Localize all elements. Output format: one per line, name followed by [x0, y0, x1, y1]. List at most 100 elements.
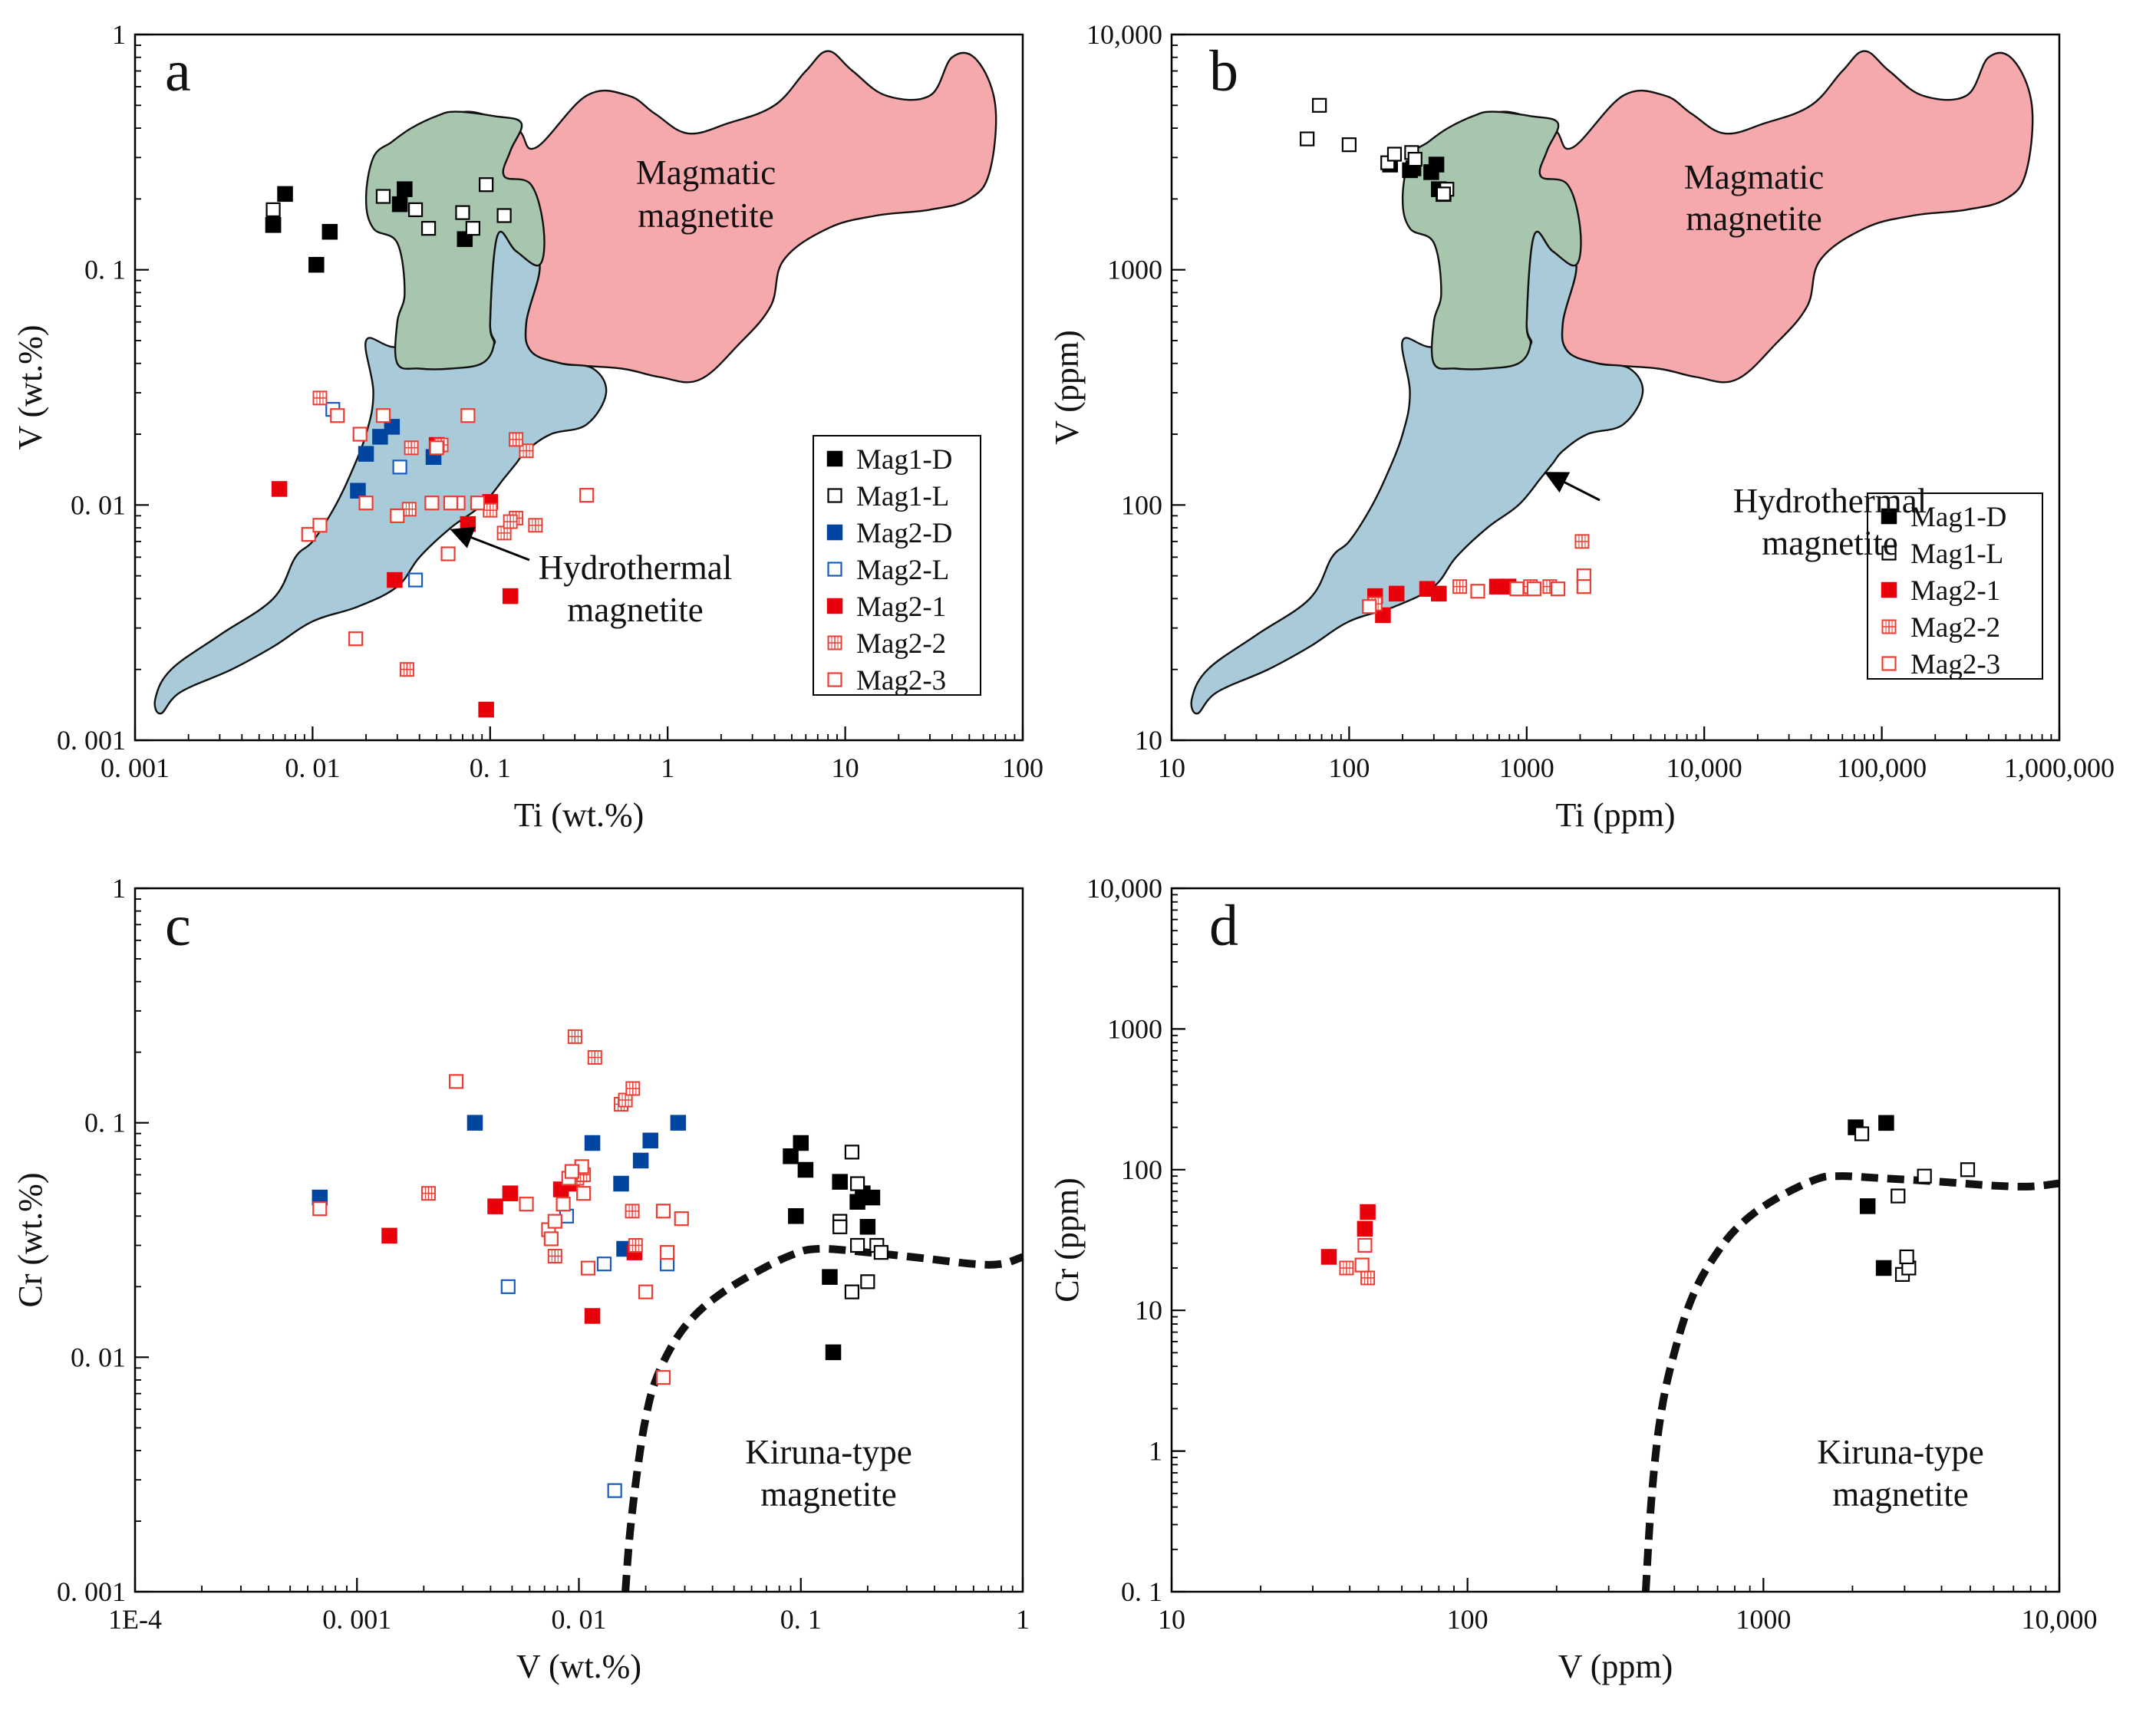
x-tick-label: 0. 01	[552, 1604, 607, 1635]
data-point-mag1-d	[308, 256, 325, 273]
x-tick-label: 0. 001	[101, 753, 170, 783]
legend-marker	[827, 672, 842, 687]
y-tick-label: 10	[1135, 1295, 1162, 1326]
data-point-mag1-d	[793, 1135, 809, 1151]
panel-d: 10 100 1000 10,000 0. 1 1 10 100 1000 10,000 V (pp…	[1048, 873, 2098, 1685]
legend-marker	[1881, 619, 1897, 634]
x-tick-label: 1	[661, 753, 674, 783]
legend-marker	[826, 524, 843, 541]
data-point-mag2-l	[607, 1483, 622, 1498]
data-point-mag1-l	[1312, 97, 1327, 113]
data-point-mag2-3	[358, 496, 374, 511]
plot-frame	[134, 33, 1024, 742]
x-axis-title: V (ppm)	[1558, 1648, 1673, 1685]
annotation-text: Hydrothermal	[539, 548, 732, 587]
data-point-mag1-d	[797, 1161, 814, 1178]
y-tick-label: 1000	[1107, 1013, 1162, 1044]
data-point-mag1-l	[1899, 1249, 1914, 1265]
data-point-mag2-3	[1576, 579, 1591, 595]
data-point-mag2-1	[1357, 1220, 1373, 1237]
data-point-mag2-3	[555, 1197, 571, 1212]
data-point-mag2-3	[1526, 581, 1541, 597]
annotation-text: Kiruna-type	[1817, 1433, 1983, 1471]
data-point-mag2-1	[502, 588, 519, 604]
legend-marker	[1881, 581, 1897, 598]
kiruna-boundary-curve	[1641, 1172, 2060, 1592]
x-tick-label: 1000	[1736, 1604, 1791, 1635]
data-point-mag1-d	[788, 1208, 804, 1224]
y-axis-title: V (ppm)	[1048, 330, 1086, 445]
data-point-mag2-2	[399, 662, 414, 677]
data-point-mag2-2	[420, 1186, 436, 1201]
data-point-mag2-3	[580, 1260, 596, 1276]
data-point-mag2-3	[1354, 1257, 1370, 1273]
data-point-mag2-3	[576, 1186, 592, 1201]
data-point-mag1-l	[860, 1274, 875, 1289]
data-point-mag2-1	[387, 571, 403, 588]
data-point-mag2-1	[381, 1227, 397, 1244]
legend-marker	[1881, 656, 1897, 671]
x-tick-label: 10,000	[2022, 1604, 2098, 1635]
x-tick-label: 0. 1	[780, 1604, 822, 1635]
data-point-mag1-d	[1859, 1198, 1876, 1214]
data-point-mag2-3	[443, 496, 459, 511]
data-point-mag2-3	[547, 1214, 562, 1229]
data-point-mag2-3	[390, 508, 405, 523]
data-point-mag1-l	[832, 1219, 848, 1234]
plot-frame	[1170, 33, 2061, 742]
kiruna-boundary-curve	[621, 1244, 1024, 1592]
x-axis-title: Ti (wt.%)	[514, 796, 644, 834]
data-point-mag1-l	[496, 208, 512, 223]
legend: Mag1-D Mag1-L Mag2-D Mag2-L Mag2-1 Mag2-2 Mag2…	[813, 435, 981, 697]
data-point-mag2-3	[1550, 581, 1566, 597]
data-point-mag2-3	[348, 631, 364, 647]
legend-entry: Mag2-3	[856, 665, 946, 697]
y-tick-label: 0. 1	[84, 1108, 126, 1138]
legend-entry: Mag2-D	[856, 518, 952, 549]
data-point-mag1-l	[849, 1176, 865, 1191]
x-tick-label: 10	[1158, 753, 1185, 783]
data-point-mag2-3	[579, 488, 595, 503]
data-point-mag2-2	[547, 1248, 562, 1263]
annotation-text: Kiruna-type	[745, 1433, 912, 1471]
y-tick-label: 10	[1135, 725, 1162, 756]
data-point-mag2-3	[460, 408, 476, 423]
data-point-mag2-d	[384, 419, 401, 435]
y-tick-label: 1000	[1107, 255, 1162, 285]
data-point-mag2-l	[500, 1279, 516, 1294]
y-tick-label: 0. 001	[57, 725, 126, 756]
data-point-mag2-2	[312, 390, 328, 406]
data-point-mag2-d	[372, 429, 388, 445]
data-point-mag2-2	[625, 1081, 641, 1096]
data-point-mag2-1	[502, 1185, 519, 1201]
legend-entry: Mag2-L	[856, 555, 949, 586]
y-axis-title: Cr (ppm)	[1048, 1177, 1086, 1303]
y-axis-title: Cr (wt.%)	[12, 1173, 49, 1308]
data-point-mag2-d	[358, 446, 374, 462]
data-point-mag2-3	[1362, 599, 1377, 614]
annotation-arrow	[1544, 472, 1601, 502]
annotation-text: magnetite	[567, 591, 703, 629]
legend-marker	[827, 562, 842, 577]
data-point-mag2-3	[440, 546, 456, 562]
y-tick-label: 10,000	[1086, 19, 1162, 50]
legend-entry: Mag1-D	[1910, 502, 2006, 533]
data-point-mag2-2	[483, 502, 498, 518]
y-tick-label: 100	[1121, 489, 1162, 520]
region-label-magmatic: Magmatic	[1684, 158, 1824, 196]
data-point-mag1-d	[265, 217, 282, 233]
data-point-mag1-l	[375, 189, 391, 204]
data-point-mag1-d	[277, 186, 293, 203]
data-point-mag2-3	[1470, 584, 1485, 599]
data-point-mag2-2	[1452, 579, 1468, 595]
data-point-mag2-d	[642, 1132, 658, 1149]
legend-entry: Mag2-2	[856, 628, 946, 660]
data-point-mag1-l	[479, 177, 494, 193]
x-tick-label: 0. 001	[322, 1604, 391, 1635]
data-point-mag2-2	[1574, 534, 1590, 549]
data-point-mag2-3	[470, 496, 486, 511]
region-label-magmatic: magnetite	[1686, 199, 1821, 238]
